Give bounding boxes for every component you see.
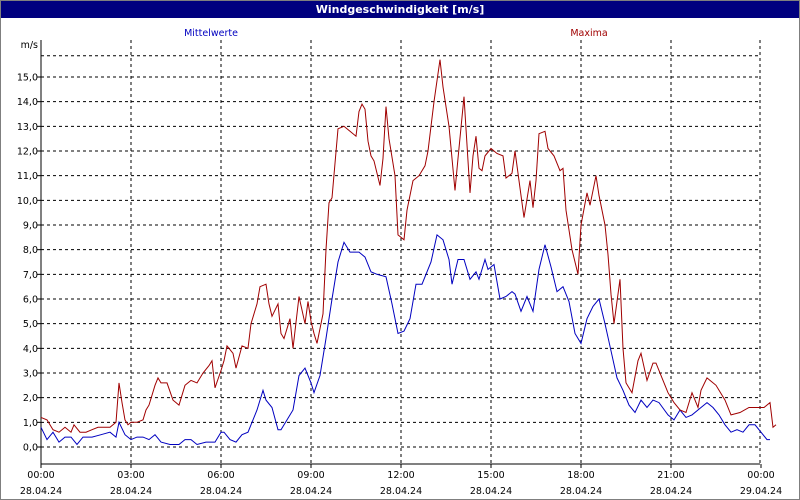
y-tick-label: 3,0 (23, 369, 38, 380)
axes (37, 40, 762, 468)
y-tick-label: 5,0 (23, 319, 38, 330)
y-tick-label: 6,0 (23, 295, 38, 306)
x-tick-date: 28.04.24 (20, 486, 62, 497)
x-tick-time: 09:00 (297, 470, 324, 481)
series (40, 59, 777, 446)
y-tick-label: 9,0 (23, 221, 38, 232)
y-tick-label: 2,0 (23, 393, 38, 404)
x-tick-date: 28.04.24 (200, 486, 242, 497)
y-tick-label: 8,0 (23, 245, 38, 256)
x-tick-time: 00:00 (747, 470, 774, 481)
labels: 0,0 1,0 2,0 3,0 4,0 5,0 6,0 7,0 8,0 9,0 10,0 11,0 12… (17, 28, 782, 497)
x-tick-date: 28.04.24 (110, 486, 152, 497)
x-tick-time: 18:00 (567, 470, 594, 481)
y-tick-label: 14,0 (17, 97, 38, 108)
x-tick-date: 28.04.24 (380, 486, 422, 497)
x-tick-time: 12:00 (387, 470, 414, 481)
legend-mittelwerte: Mittelwerte (184, 28, 238, 39)
series-line-mittelwerte (40, 233, 770, 446)
wind-speed-chart: 0,0 1,0 2,0 3,0 4,0 5,0 6,0 7,0 8,0 9,0 10,0 11,0 12… (17, 28, 782, 497)
chart-title: Windgeschwindigkeit [m/s] (1, 1, 799, 18)
x-tick-date: 28.04.24 (560, 486, 602, 497)
y-tick-label: 12,0 (17, 147, 38, 158)
x-tick-time: 21:00 (657, 470, 684, 481)
y-tick-label: 10,0 (17, 196, 38, 207)
x-tick-time: 00:00 (27, 470, 54, 481)
grid (41, 40, 761, 464)
y-tick-label: 7,0 (23, 270, 38, 281)
legend-maxima: Maxima (570, 28, 607, 39)
y-tick-label: 1,0 (23, 418, 38, 429)
x-tick-date: 28.04.24 (650, 486, 692, 497)
x-tick-time: 03:00 (117, 470, 144, 481)
x-tick-date: 29.04.24 (740, 486, 782, 497)
y-tick-label: 11,0 (17, 171, 38, 182)
y-axis-label: m/s (21, 40, 38, 51)
y-tick-label: 0,0 (23, 443, 38, 454)
series-line-maxima (40, 59, 777, 434)
x-tick-date: 28.04.24 (470, 486, 512, 497)
y-tick-label: 4,0 (23, 344, 38, 355)
x-tick-time: 15:00 (477, 470, 504, 481)
x-tick-time: 06:00 (207, 470, 234, 481)
y-tick-label: 13,0 (17, 122, 38, 133)
y-tick-label: 15,0 (17, 73, 38, 84)
x-tick-date: 28.04.24 (290, 486, 332, 497)
